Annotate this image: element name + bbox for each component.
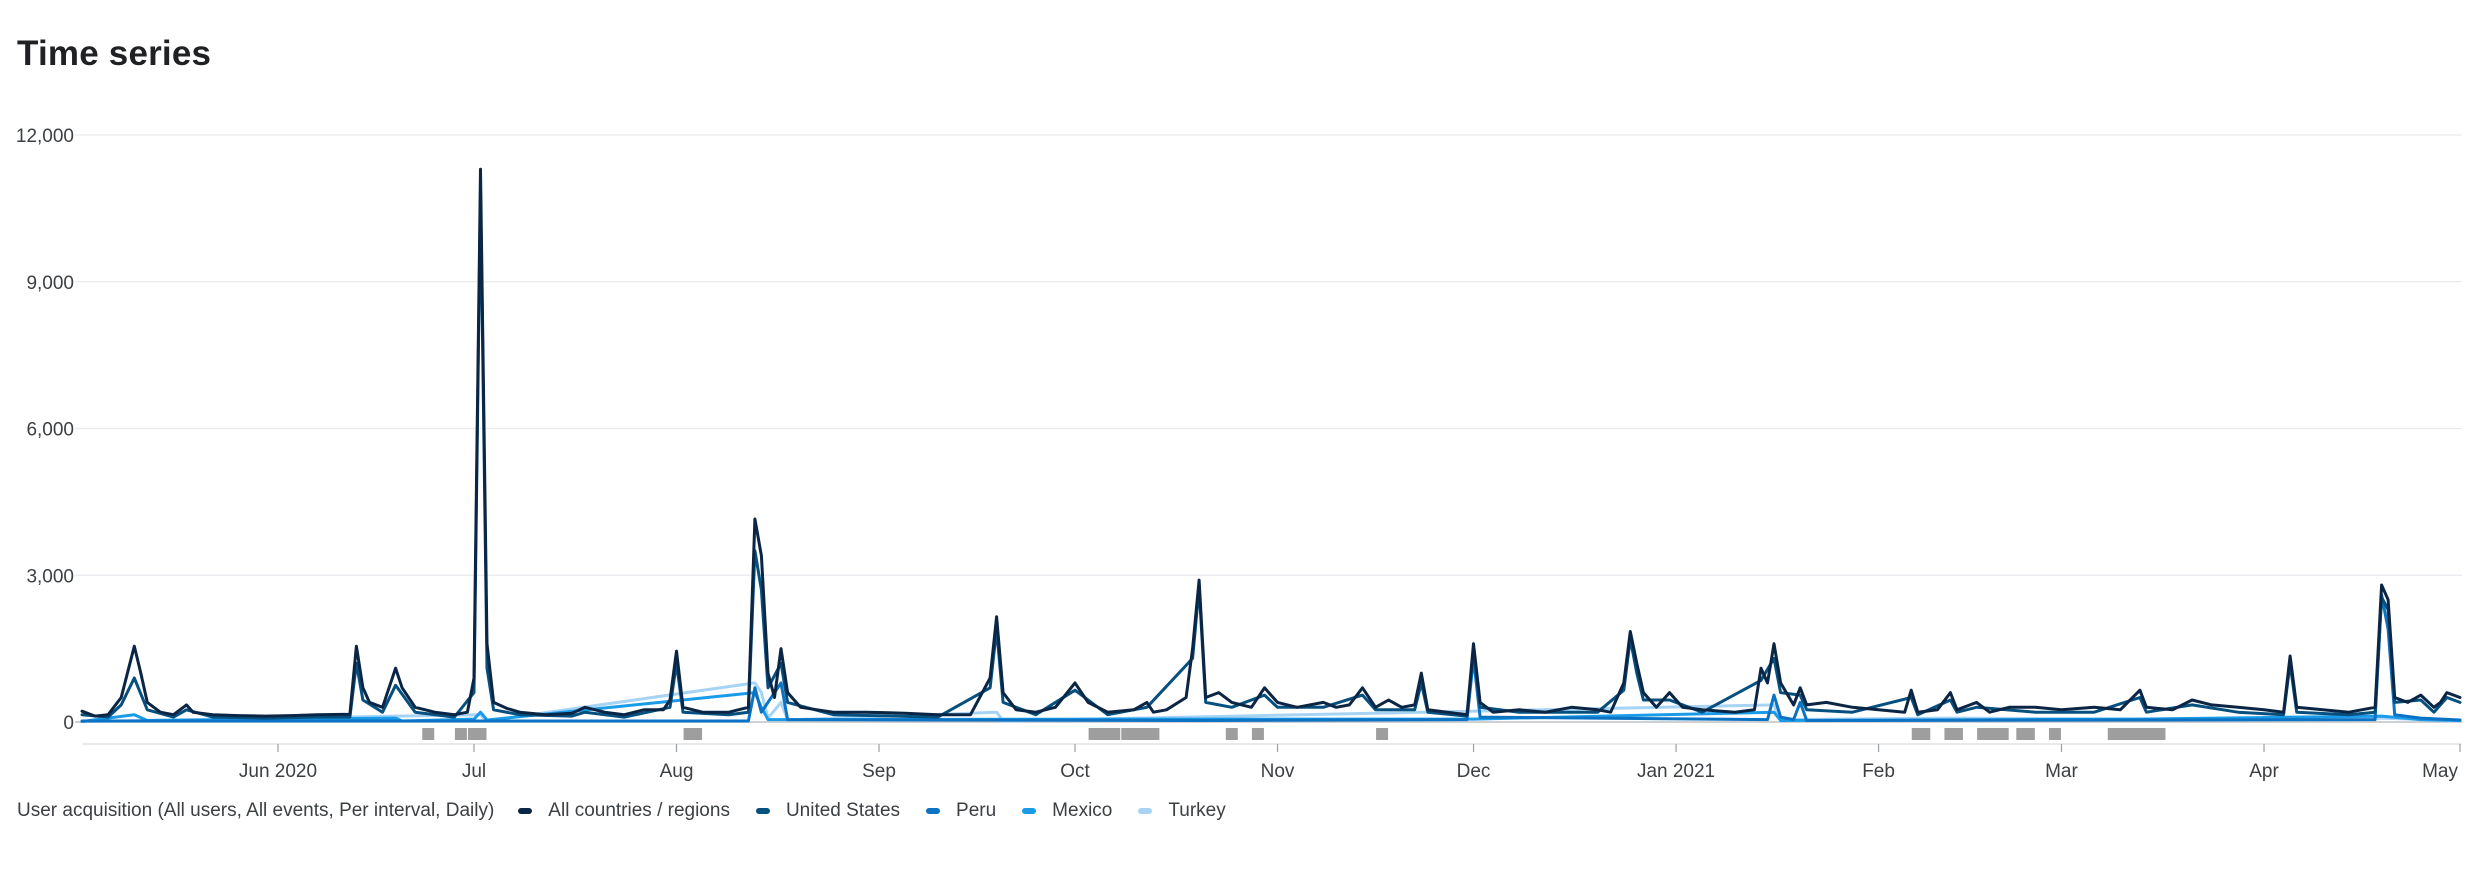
- x-tick-label: Sep: [862, 761, 896, 782]
- legend-item-peru[interactable]: Peru: [926, 800, 996, 822]
- y-axis-ticks: 0 3,000 6,000 9,000 12,000: [16, 126, 74, 734]
- series-line-united-states[interactable]: [80, 187, 2462, 720]
- legend-label-turkey: Turkey: [1168, 800, 1226, 821]
- anomaly-marker[interactable]: [454, 728, 467, 740]
- x-tick-label: Dec: [1457, 761, 1491, 782]
- anomaly-marker[interactable]: [1996, 728, 2009, 740]
- page-title: Time series: [17, 34, 212, 73]
- anomaly-marker[interactable]: [2153, 728, 2166, 740]
- series-lines[interactable]: [80, 167, 2462, 723]
- x-axis-ticks: Jun 2020 Jul Aug Sep Oct Nov Dec Jan 2021 Feb Mar…: [239, 744, 2461, 782]
- y-tick-label: 12,000: [16, 126, 74, 147]
- legend-item-mexico[interactable]: Mexico: [1022, 800, 1112, 822]
- legend-item-all-countries[interactable]: All countries / regions: [518, 800, 730, 822]
- anomaly-marker[interactable]: [1147, 728, 1160, 740]
- x-tick-label: Oct: [1060, 761, 1090, 782]
- anomaly-markers: [422, 728, 2166, 740]
- x-tick-label: May: [2422, 761, 2458, 782]
- anomaly-marker[interactable]: [1225, 728, 1238, 740]
- anomaly-marker[interactable]: [474, 728, 487, 740]
- series-line-peru[interactable]: [80, 593, 2462, 723]
- legend-swatch-peru: [926, 808, 941, 814]
- legend-item-turkey[interactable]: Turkey: [1138, 800, 1226, 822]
- y-tick-label: 3,000: [26, 566, 74, 587]
- y-tick-label: 9,000: [26, 273, 74, 294]
- anomaly-marker[interactable]: [2022, 728, 2035, 740]
- grid-lines: [75, 134, 2462, 745]
- anomaly-marker[interactable]: [1950, 728, 1963, 740]
- legend-label-mexico: Mexico: [1052, 800, 1113, 821]
- anomaly-marker[interactable]: [1918, 728, 1931, 740]
- legend-swatch-turkey: [1138, 808, 1153, 814]
- anomaly-marker[interactable]: [1108, 728, 1121, 740]
- legend-description: User acquisition (All users, All events,…: [17, 800, 495, 821]
- x-tick-label: Jul: [462, 761, 486, 782]
- anomaly-marker[interactable]: [422, 728, 435, 740]
- x-tick-label: Aug: [660, 761, 694, 782]
- anomaly-marker[interactable]: [690, 728, 703, 740]
- legend-swatch-mexico: [1022, 808, 1037, 814]
- x-tick-label: Nov: [1261, 761, 1295, 782]
- time-series-chart: 0 3,000 6,000 9,000 12,000 Jun 2020 Jul Aug Sep…: [16, 126, 2462, 782]
- anomaly-marker[interactable]: [1376, 728, 1389, 740]
- x-tick-label: Jan 2021: [1637, 761, 1715, 782]
- legend-label-united-states: United States: [785, 800, 901, 821]
- legend-swatch-all-countries: [518, 808, 533, 814]
- legend-item-united-states[interactable]: United States: [755, 800, 901, 822]
- series-line-all-countries-regions[interactable]: [80, 167, 2462, 718]
- x-tick-label: Jun 2020: [239, 761, 317, 782]
- x-tick-label: Feb: [1862, 761, 1895, 782]
- anomaly-marker[interactable]: [1251, 728, 1264, 740]
- legend-label-all-countries: All countries / regions: [548, 800, 730, 821]
- y-tick-label: 6,000: [26, 420, 74, 441]
- legend-label-peru: Peru: [956, 800, 997, 821]
- legend: User acquisition (All users, All events,…: [17, 800, 1252, 822]
- legend-swatch-united-states: [755, 808, 770, 814]
- x-tick-label: Mar: [2045, 761, 2078, 782]
- y-tick-label: 0: [63, 713, 74, 734]
- x-tick-label: Apr: [2249, 761, 2279, 782]
- anomaly-marker[interactable]: [2048, 728, 2061, 740]
